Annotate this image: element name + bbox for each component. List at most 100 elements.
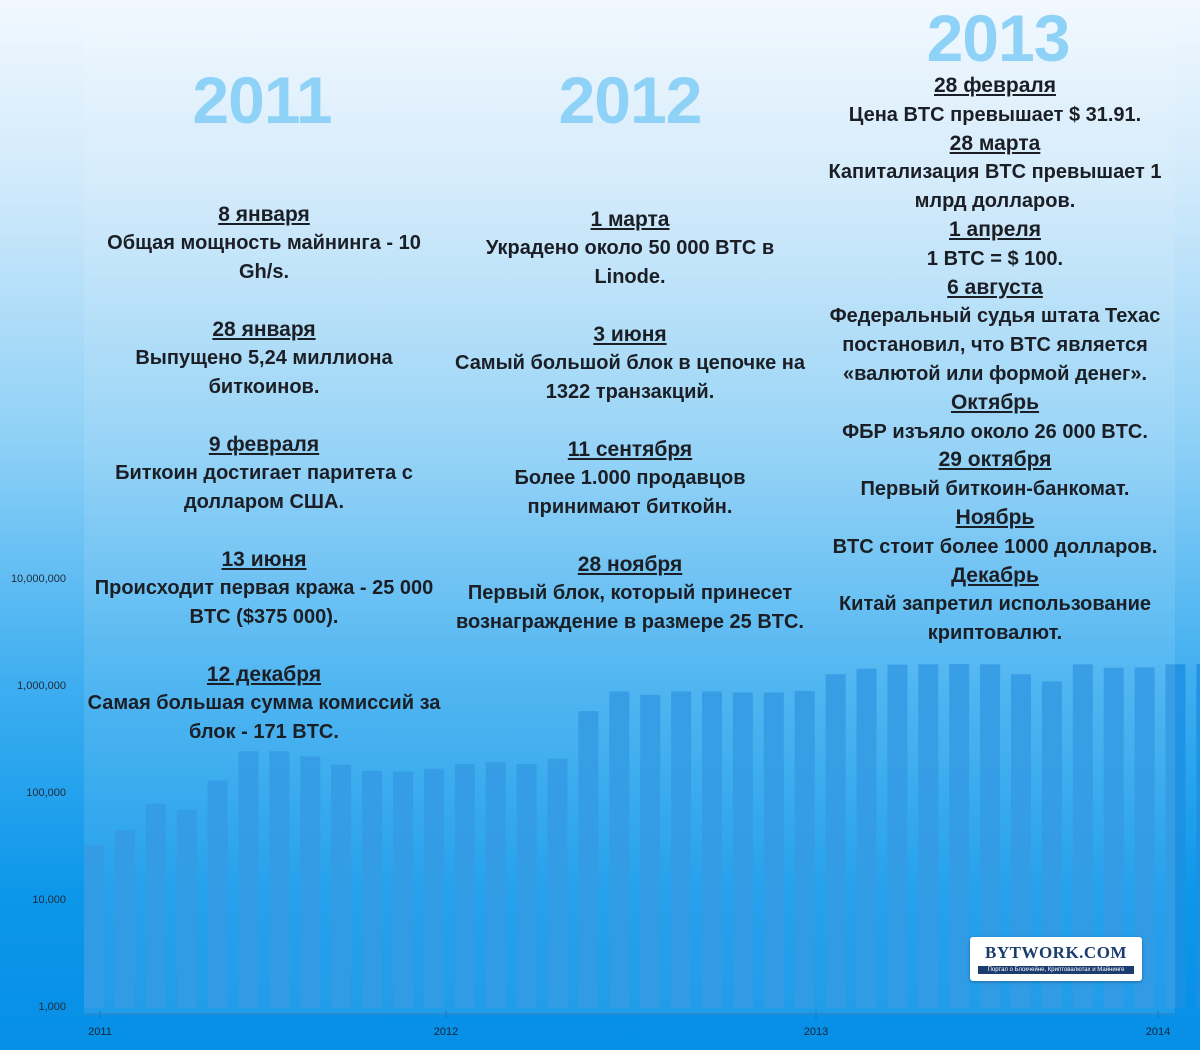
bar: [454, 763, 475, 1008]
logo-text: BYTWORK.COM: [985, 943, 1127, 962]
x-tick-label: 2011: [88, 1026, 112, 1038]
event: 28 января Выпущено 5,24 миллиона биткоино…: [84, 315, 444, 402]
year-heading-2013: 2013: [926, 1, 1071, 75]
column-band-2012: [447, 0, 815, 1015]
bar: [269, 751, 290, 1008]
bar: [238, 751, 259, 1008]
event-date: Ноябрь: [955, 505, 1035, 529]
y-tick-label: 100,000: [26, 787, 66, 799]
event-date: 11 сентября: [567, 438, 693, 461]
bar: [1011, 674, 1031, 1008]
event: 6 августа Федеральный судья штата Техас п…: [815, 274, 1175, 389]
event-date: 6 августа: [947, 275, 1043, 299]
event: 13 июня Происходит первая кража - 25 000 …: [84, 545, 444, 632]
x-tick-label: 2012: [434, 1026, 458, 1038]
bar: [1134, 667, 1155, 1008]
x-tick-label: 2013: [804, 1026, 828, 1038]
x-axis: 2011 2012 2013 2014: [84, 1010, 1175, 1038]
year-heading-2012: 2012: [558, 63, 703, 137]
event: 28 февраля Цена BTC превышает $ 31.91.: [815, 72, 1175, 130]
event-date: 1 апреля: [949, 217, 1041, 241]
bar: [1103, 667, 1124, 1008]
bar: [732, 692, 753, 1008]
logo-tagline: Портал о Блокчейне, Криптовалютах и Майн…: [978, 966, 1134, 974]
event: 12 декабря Самая большая сумма комиссий з…: [84, 660, 444, 747]
bar: [794, 690, 815, 1008]
bar: [84, 844, 104, 1008]
event-text: Первый блок, который принесет вознагражд…: [455, 582, 804, 633]
y-tick-label: 1,000: [38, 1001, 66, 1013]
event: 3 июня Самый большой блок в цепочке на 13…: [447, 320, 813, 407]
bar: [423, 768, 444, 1008]
event-text: ФБР изъяло около 26 000 BTC.: [842, 420, 1148, 443]
bar: [1072, 664, 1093, 1008]
event-text: Биткоин достигает паритета с долларом СШ…: [115, 462, 413, 513]
event-text: Самая большая сумма комиссий за блок - 1…: [87, 692, 441, 743]
bar: [145, 803, 166, 1008]
event-text: Цена BTC превышает $ 31.91.: [848, 103, 1142, 126]
bar: [300, 756, 321, 1008]
bar: [887, 664, 908, 1008]
y-axis: 1,000 10,000 100,000 1,000,000 10,000,000: [11, 573, 66, 1013]
event-date: 1 марта: [590, 208, 670, 231]
bar: [331, 764, 352, 1008]
event-text: BTC стоит более 1000 долларов.: [832, 535, 1158, 558]
event: 28 марта Капитализация BTC превышает 1 мл…: [815, 130, 1175, 216]
bar: [1196, 664, 1200, 1008]
year-heading-2011: 2011: [192, 63, 332, 137]
bar: [825, 674, 846, 1008]
event-date: 29 октября: [938, 448, 1052, 472]
events-2011: 8 января Общая мощность майнинга - 10 Gh/…: [84, 200, 444, 775]
event-date: 28 марта: [949, 131, 1041, 155]
bar: [578, 711, 599, 1008]
bar: [702, 691, 722, 1008]
event-text: Происходит первая кража - 25 000 BTC ($3…: [94, 577, 434, 628]
bar: [362, 770, 383, 1008]
bar: [1041, 681, 1062, 1008]
event-text: Первый биткоин-банкомат.: [860, 478, 1130, 501]
event: 1 апреля 1 BTC = $ 100.: [815, 216, 1175, 274]
event-date: 12 декабря: [206, 663, 322, 686]
bar: [671, 691, 692, 1008]
event-text: Общая мощность майнинга - 10 Gh/s.: [107, 232, 421, 283]
event-date: 8 января: [218, 203, 310, 226]
y-tick-label: 10,000,000: [11, 573, 66, 585]
event-text: Федеральный судья штата Техас постановил…: [829, 305, 1161, 385]
event-date: Октябрь: [950, 390, 1040, 414]
bar: [856, 668, 877, 1008]
x-tick-label: 2014: [1146, 1026, 1170, 1038]
event: Октябрь ФБР изъяло около 26 000 BTC.: [815, 389, 1175, 447]
event: 11 сентября Более 1.000 продавцов принима…: [447, 435, 813, 522]
event: Ноябрь BTC стоит более 1000 долларов.: [815, 504, 1175, 562]
bar: [640, 694, 661, 1008]
column-band-2013: [815, 0, 1175, 1015]
event-date: Декабрь: [951, 563, 1039, 587]
event-date: 28 ноября: [577, 553, 683, 576]
event: Декабрь Китай запретил использование крип…: [815, 562, 1175, 648]
bar: [485, 762, 506, 1008]
bar: [949, 664, 970, 1008]
event-text: Китай запретил использование криптовалют…: [838, 593, 1152, 645]
event-date: 28 января: [212, 318, 316, 341]
bar: [1165, 664, 1186, 1008]
event-date: 13 июня: [221, 548, 307, 571]
bar: [516, 763, 537, 1008]
event: 1 марта Украдено около 50 000 BTC в Linod…: [447, 205, 813, 292]
bar: [393, 771, 413, 1008]
event: 9 февраля Биткоин достигает паритета с до…: [84, 430, 444, 517]
y-tick-label: 10,000: [32, 894, 66, 906]
event-date: 28 февраля: [934, 74, 1056, 97]
bar: [114, 830, 135, 1008]
event-text: 1 BTC = $ 100.: [926, 247, 1064, 270]
site-logo[interactable]: BYTWORK.COM Портал о Блокчейне, Криптова…: [970, 937, 1142, 981]
event-text: Более 1.000 продавцов принимают биткойн.: [514, 467, 746, 518]
bar: [980, 664, 1001, 1008]
bar: [918, 664, 939, 1008]
events-2012: 1 марта Украдено около 50 000 BTC в Linod…: [447, 205, 813, 665]
event: 29 октября Первый биткоин-банкомат.: [815, 446, 1175, 504]
bar: [547, 758, 568, 1008]
event-date: 3 июня: [593, 323, 667, 346]
event-text: Капитализация BTC превышает 1 млрд долла…: [828, 161, 1162, 213]
y-tick-label: 1,000,000: [17, 680, 66, 692]
